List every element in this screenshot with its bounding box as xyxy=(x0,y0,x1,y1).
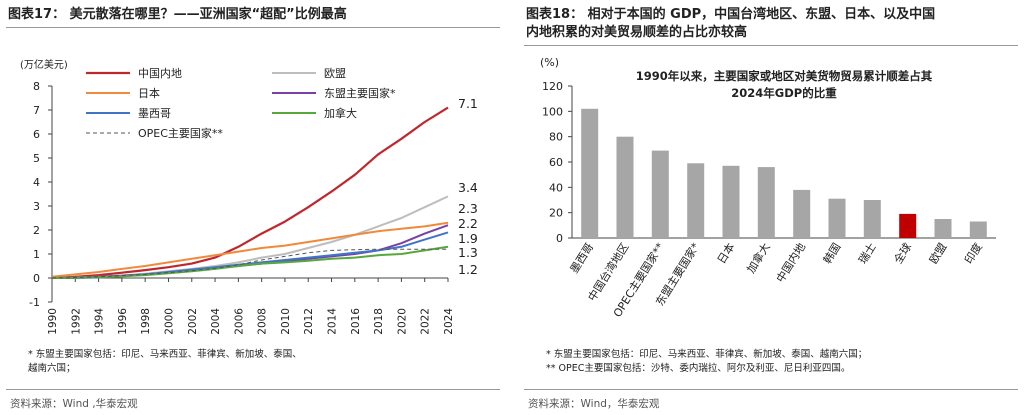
source-divider xyxy=(524,389,1018,390)
left-panel: 图表17： 美元散落在哪里？——亚洲国家“超配”比例最高 (万亿美元) -1 0 1 2… xyxy=(0,0,506,415)
series-line-5 xyxy=(51,245,449,279)
legend-label: 欧盟 xyxy=(324,67,346,80)
chart-title-line2: 2024年GDP的比重 xyxy=(731,86,837,100)
x-tick-label: 欧盟 xyxy=(927,241,950,267)
x-tick-label: 2020 xyxy=(396,308,408,335)
y-tick-label: 7 xyxy=(33,104,40,117)
y-tick-label: 4 xyxy=(33,176,40,189)
legend-label: 墨西哥 xyxy=(138,107,171,120)
y-tick-label: 120 xyxy=(542,80,563,93)
end-value-label: 1.9 xyxy=(458,231,478,246)
x-tick-label: 加拿大 xyxy=(744,240,773,275)
figure-18-title-line2: 内地积累的对美贸易顺差的占比亦较高 xyxy=(526,25,748,40)
y-tick-label: 8 xyxy=(33,80,40,93)
x-tick-label: 全球 xyxy=(891,240,915,266)
y-axis-unit-label: (%) xyxy=(540,56,559,69)
end-value-label: 3.4 xyxy=(458,180,478,195)
x-tick-label: 1998 xyxy=(140,308,152,335)
y-tick-label: 0 xyxy=(33,272,40,285)
bar-10 xyxy=(934,219,952,238)
source-text: 资料来源：Wind ,华泰宏观 xyxy=(10,398,138,410)
footnote-asean: * 东盟主要国家包括：印尼、马来西亚、菲律宾、新加坡、泰国、越南六国； xyxy=(546,349,868,360)
x-tick-label: 日本 xyxy=(714,240,738,266)
end-value-label: 7.1 xyxy=(458,96,478,111)
source-divider xyxy=(6,389,500,390)
x-tick-label: 中国内地 xyxy=(773,240,808,285)
legend-label: 中国内地 xyxy=(138,66,182,80)
end-value-label: 1.2 xyxy=(458,262,478,277)
y-tick-label: 80 xyxy=(549,131,563,144)
y-tick-label: 1 xyxy=(33,248,40,261)
x-tick-label: 墨西哥 xyxy=(568,241,597,276)
legend-label: 日本 xyxy=(138,86,160,100)
legend-label: OPEC主要国家** xyxy=(138,126,223,140)
y-tick-label: 60 xyxy=(549,156,563,169)
line-chart: (万亿美元) -1 0 1 2 3 4 5 6 7 8 1990 1992 1994 1996 1998 200… xyxy=(20,58,478,335)
y-tick-label: 3 xyxy=(33,200,40,213)
x-tick-label: 1992 xyxy=(70,308,82,335)
bar-1 xyxy=(616,136,634,238)
x-tick-label: 2012 xyxy=(303,308,315,335)
x-tick-label: 印度 xyxy=(961,240,985,266)
bar-11 xyxy=(969,221,987,238)
series-line-6 xyxy=(51,248,448,279)
x-tick-label: 2024 xyxy=(443,308,455,335)
y-axis-unit-label: (万亿美元) xyxy=(20,58,68,71)
legend-label: 加拿大 xyxy=(324,106,357,120)
right-panel: 图表18： 相对于本国的 GDP，中国台湾地区、东盟、日本、以及中国 内地积累的… xyxy=(518,0,1024,415)
x-tick-label: 2008 xyxy=(257,308,269,335)
bar-6 xyxy=(793,189,811,238)
x-tick-label: 2016 xyxy=(350,308,362,335)
footnote-asean: * 东盟主要国家包括：印尼、马来西亚、菲律宾、新加坡、泰国、 xyxy=(28,349,302,360)
title-divider xyxy=(6,27,500,28)
bar-3 xyxy=(687,163,705,238)
series-line-2 xyxy=(51,221,449,278)
bar-8 xyxy=(863,200,881,238)
x-tick-label: 瑞士 xyxy=(855,240,879,266)
end-value-label: 1.3 xyxy=(458,245,478,260)
y-tick-label: 5 xyxy=(33,152,40,165)
legend-label: 东盟主要国家* xyxy=(324,86,396,100)
bar-9 xyxy=(899,213,917,238)
x-tick-label: 2018 xyxy=(373,308,385,335)
x-tick-label: 1990 xyxy=(47,308,59,335)
x-tick-label: 1994 xyxy=(94,308,106,335)
series-line-0 xyxy=(51,106,449,280)
x-tick-label: 2006 xyxy=(233,308,245,335)
bar-4 xyxy=(722,165,740,238)
x-tick-label: 1996 xyxy=(117,308,129,335)
source-text: 资料来源：Wind，华泰宏观 xyxy=(528,398,660,410)
figure-18-title-line1: 图表18： 相对于本国的 GDP，中国台湾地区、东盟、日本、以及中国 xyxy=(526,7,936,22)
x-tick-label: 2014 xyxy=(327,308,339,335)
y-tick-label: 20 xyxy=(549,207,563,220)
bar-chart: (%) 1990年以来，主要国家或地区对美货物贸易累计顺差占其 2024年GDP的比… xyxy=(540,56,996,320)
footnote-opec: ** OPEC主要国家包括：沙特、委内瑞拉、阿尔及利亚、尼日利亚四国。 xyxy=(546,363,851,374)
bar-2 xyxy=(651,150,669,238)
x-tick-label: 2010 xyxy=(280,308,292,335)
end-value-label: 2.3 xyxy=(458,201,478,216)
chart-title-line1: 1990年以来，主要国家或地区对美货物贸易累计顺差占其 xyxy=(636,69,933,83)
y-tick-label: 40 xyxy=(549,181,563,194)
bar-0 xyxy=(581,108,599,238)
footnote-asean-cont: 越南六国； xyxy=(28,363,76,374)
title-divider xyxy=(524,45,1018,46)
x-tick-label: 2004 xyxy=(210,308,222,335)
x-tick-label: 韩国 xyxy=(820,240,844,266)
y-tick-label: 2 xyxy=(33,224,40,237)
x-tick-label: 2022 xyxy=(420,308,432,335)
y-tick-label: 100 xyxy=(542,105,563,118)
figure-17-title: 图表17： 美元散落在哪里？——亚洲国家“超配”比例最高 xyxy=(8,7,347,22)
end-value-label: 2.2 xyxy=(458,216,478,231)
x-tick-label: 2000 xyxy=(163,308,175,335)
y-tick-label: 6 xyxy=(33,128,40,141)
bar-7 xyxy=(828,198,846,238)
y-tick-label: 0 xyxy=(556,232,563,245)
bar-5 xyxy=(757,167,775,238)
x-tick-label: 2002 xyxy=(187,308,199,335)
y-tick-label: -1 xyxy=(29,296,40,309)
